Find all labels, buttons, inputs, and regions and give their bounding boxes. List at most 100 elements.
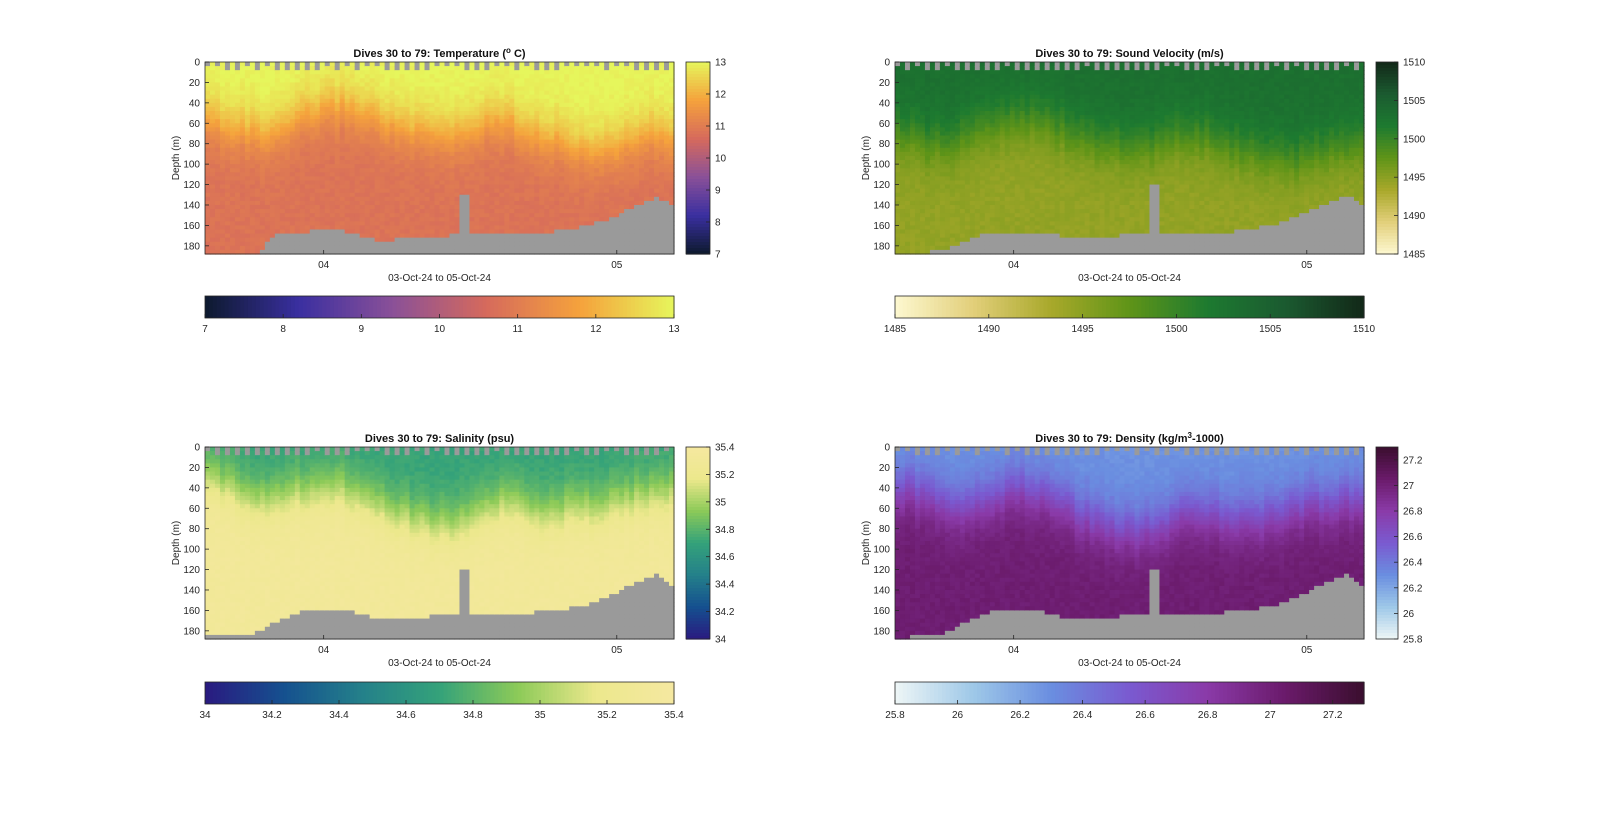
colorbar-tick-label: 1495 [1403,173,1426,184]
y-axis-label: Depth (m) [171,521,182,565]
y-tick-label: 80 [189,139,201,150]
y-tick-label: 100 [183,160,200,171]
chart-title: Dives 30 to 79: Temperature (o C) [353,46,526,60]
y-tick-label: 180 [183,626,200,637]
heatmap-cells [895,62,1365,255]
colorbar-tick-label: 9 [715,186,721,197]
hbar-tick-label: 26.4 [1073,710,1093,721]
x-tick-label: 04 [318,260,330,271]
colorbar-tick-label: 1500 [1403,134,1426,145]
y-tick-label: 40 [879,483,891,494]
y-tick-label: 40 [879,98,891,109]
y-tick-label: 100 [873,545,890,556]
x-tick-label: 04 [1008,645,1020,656]
heatmap-cells [205,447,675,640]
y-axis-label: Depth (m) [861,521,872,565]
hbar-tick-label: 1500 [1165,324,1188,335]
x-tick-label: 05 [1301,260,1313,271]
x-axis-label: 03-Oct-24 to 05-Oct-24 [1078,273,1181,284]
hbar-tick-label: 1495 [1071,324,1094,335]
hbar-tick-label: 11 [512,324,523,335]
y-tick-label: 160 [183,606,200,617]
colorbar-tick-label: 1510 [1403,58,1426,69]
y-tick-label: 20 [189,78,201,89]
hbar-tick-label: 1505 [1259,324,1282,335]
chart-title: Dives 30 to 79: Sound Velocity (m/s) [1035,48,1224,60]
title-end: C) [511,48,526,60]
y-tick-label: 140 [873,585,890,596]
colorbar-tick-label: 34 [715,635,727,646]
chart-title: Dives 30 to 79: Density (kg/m3-1000) [1035,431,1224,445]
y-axis-label: Depth (m) [861,136,872,180]
y-tick-label: 80 [879,524,891,535]
hbar-tick-label: 10 [434,324,446,335]
y-tick-label: 120 [873,565,890,576]
colorbar-tick-label: 35 [715,497,727,508]
hbar-tick-label: 27 [1265,710,1277,721]
horizontal-colorbar: 34 34.2 34.4 34.6 34.8 35 35.2 35.4 [199,682,684,721]
hbar-tick-label: 34.4 [329,710,349,721]
hbar-tick-label: 1485 [884,324,907,335]
hbar-tick-label: 1510 [1353,324,1376,335]
hbar-tick-label: 26 [952,710,964,721]
y-tick-label: 40 [189,483,201,494]
hbar-tick-label: 13 [668,324,680,335]
hbar-tick-label: 25.8 [885,710,905,721]
hbar-tick-label: 7 [202,324,208,335]
colorbar-tick-label: 35.4 [715,443,735,454]
x-axis-label: 03-Oct-24 to 05-Oct-24 [388,658,491,669]
title-end: -1000) [1192,433,1224,445]
y-tick-label: 180 [873,241,890,252]
y-tick-label: 180 [873,626,890,637]
seafloor-spike [459,195,469,254]
y-tick-label: 0 [884,443,890,454]
y-tick-label: 160 [873,221,890,232]
hbar-tick-label: 34.8 [463,710,483,721]
y-tick-label: 0 [194,58,200,69]
y-tick-label: 100 [183,545,200,556]
y-tick-label: 60 [189,119,201,130]
hbar-tick-label: 27.2 [1323,710,1343,721]
y-tick-label: 60 [879,119,891,130]
heatmap-cells [895,447,1365,640]
seafloor-spike [1149,185,1159,254]
y-tick-label: 60 [879,504,891,515]
title-main: Dives 30 to 79: Density (kg/m [1035,433,1187,445]
y-tick-label: 140 [873,200,890,211]
hbar-tick-label: 12 [590,324,602,335]
y-axis-label: Depth (m) [171,136,182,180]
y-tick-label: 120 [183,565,200,576]
colorbar-tick-label: 34.2 [715,607,735,618]
y-tick-label: 20 [879,78,891,89]
colorbar-tick-label: 11 [715,122,726,133]
colorbar-tick-label: 8 [715,218,721,229]
horizontal-colorbar: 1485 1490 1495 1500 1505 1510 [884,296,1376,335]
hbar-tick-label: 26.6 [1135,710,1155,721]
x-tick-label: 04 [318,645,330,656]
y-tick-label: 140 [183,200,200,211]
hbar-tick-label: 34.6 [396,710,416,721]
colorbar-tick-label: 1505 [1403,96,1426,107]
x-tick-label: 04 [1008,260,1020,271]
hbar-tick-label: 26.2 [1010,710,1030,721]
colorbar-tick-label: 26.6 [1403,532,1423,543]
y-tick-label: 160 [183,221,200,232]
colorbar-tick-label: 34.8 [715,525,735,536]
y-tick-label: 60 [189,504,201,515]
colorbar-tick-label: 34.4 [715,580,735,591]
horizontal-colorbar: 7 8 9 10 11 12 13 [202,296,680,335]
x-axis-label: 03-Oct-24 to 05-Oct-24 [388,273,491,284]
title-main: Dives 30 to 79: Sound Velocity (m/s) [1035,48,1224,60]
colorbar-tick-label: 26.8 [1403,507,1423,518]
seafloor-spike [1149,570,1159,639]
y-tick-label: 120 [873,180,890,191]
title-main: Dives 30 to 79: Temperature ( [353,48,506,60]
colorbar-tick-label: 26.2 [1403,583,1423,594]
